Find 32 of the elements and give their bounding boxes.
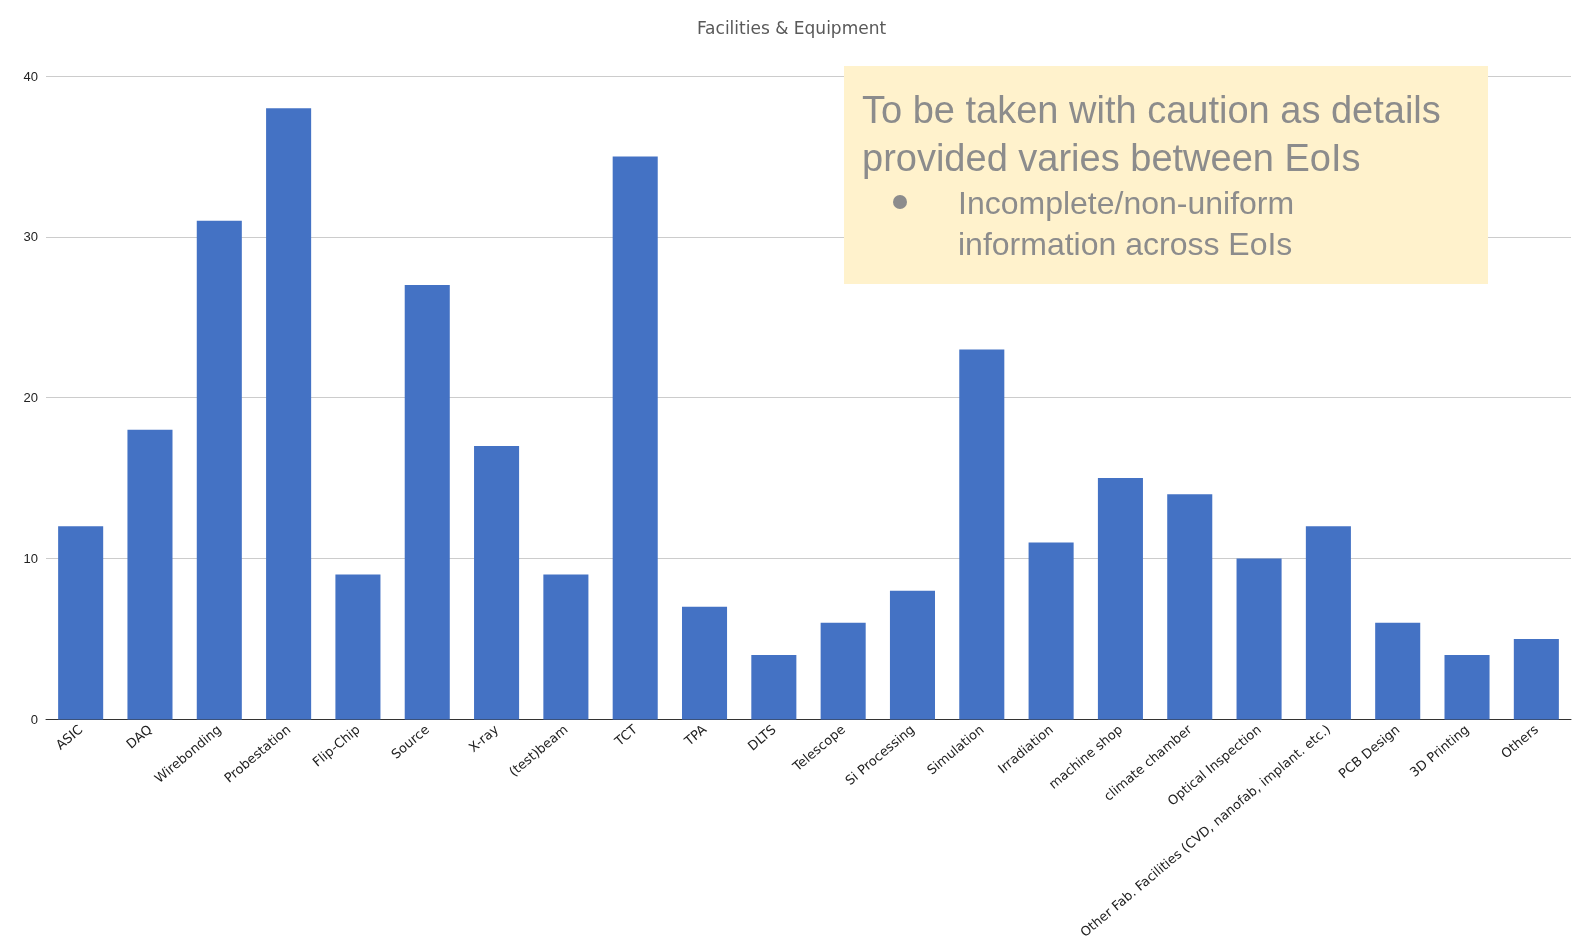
bar <box>404 285 450 720</box>
bar <box>751 655 797 720</box>
y-tick-label: 20 <box>23 390 38 406</box>
x-tick-label: TCT <box>611 721 641 750</box>
bar <box>266 108 312 720</box>
bar <box>1028 542 1074 720</box>
chart-title: Facilities & Equipment <box>696 17 887 38</box>
bar <box>196 220 242 720</box>
bar <box>58 526 104 720</box>
bar <box>1513 638 1559 720</box>
y-tick-label: 30 <box>23 229 38 245</box>
bar <box>335 574 381 720</box>
annotation: Incomplete/non-uniform information across EoIs <box>958 184 1304 262</box>
bar <box>889 590 936 720</box>
bar <box>1305 526 1351 720</box>
bar <box>612 156 658 720</box>
x-tick-label: TPA <box>680 721 710 750</box>
bar <box>1167 494 1213 720</box>
bar <box>1375 622 1421 720</box>
y-tick-label: 10 <box>23 551 38 567</box>
y-tick-label: 40 <box>23 68 38 84</box>
bar <box>959 349 1005 720</box>
bar <box>1236 558 1282 720</box>
bar <box>543 574 589 720</box>
annotation: To be taken with caution as details provided varies between EoIs <box>862 89 1452 179</box>
bar <box>474 445 520 720</box>
bar <box>681 606 728 720</box>
bar <box>820 622 866 720</box>
bar <box>127 429 173 720</box>
bar <box>1097 478 1143 720</box>
y-tick-label: 0 <box>30 711 38 727</box>
bar <box>1444 655 1490 720</box>
